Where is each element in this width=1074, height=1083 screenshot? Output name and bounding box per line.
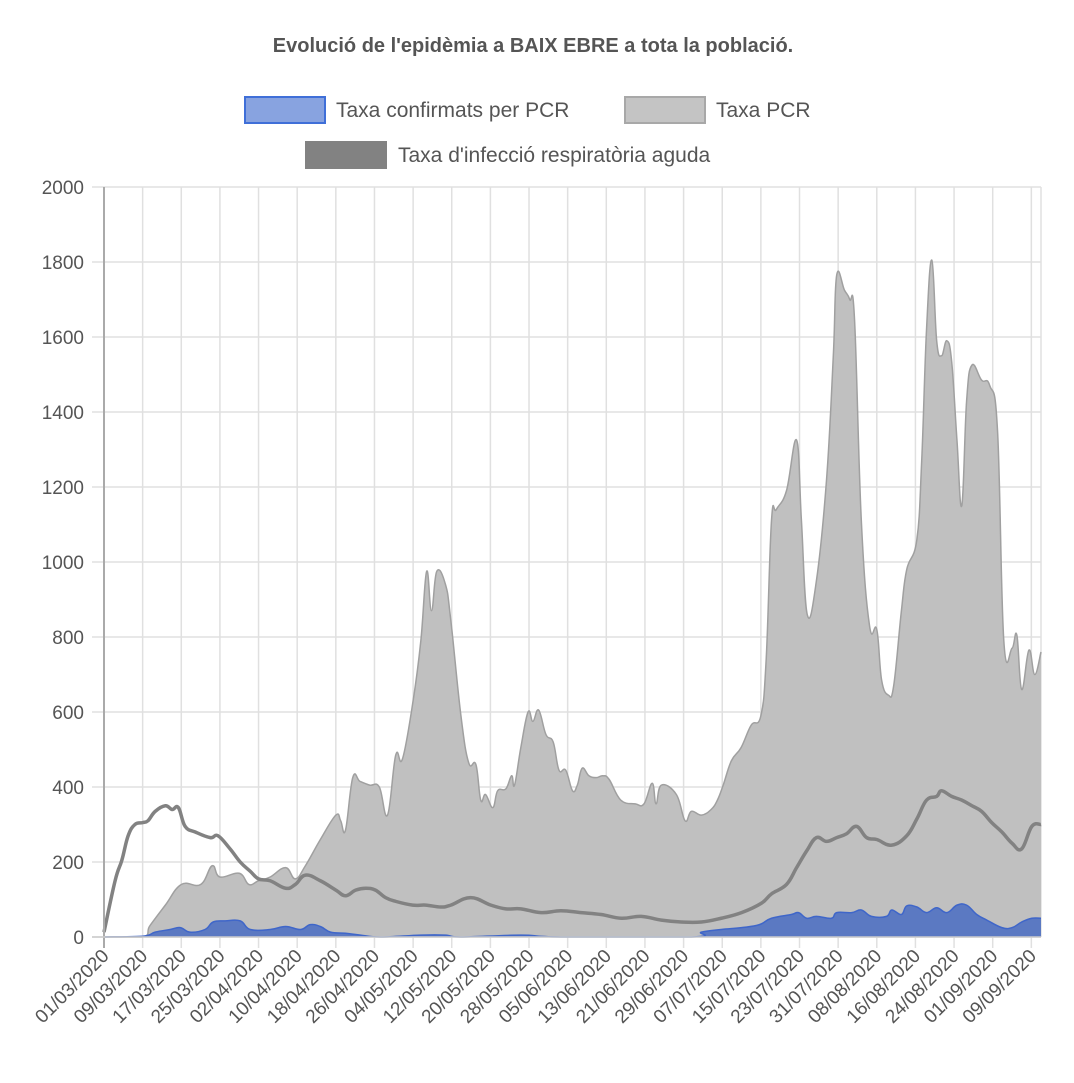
y-tick-label: 600: [52, 703, 84, 724]
y-tick-label: 1400: [42, 403, 84, 424]
series-line: [102, 789, 1042, 933]
y-tick-label: 0: [73, 928, 84, 949]
legend-swatch-pcr: [624, 96, 706, 124]
legend-label-pcr: Taxa PCR: [716, 99, 811, 122]
legend-item-respiratory[interactable]: Taxa d'infecció respiratòria aguda: [305, 141, 711, 169]
legend-item-pcr[interactable]: Taxa PCR: [624, 96, 811, 124]
series-pcr: [104, 259, 1042, 938]
legend-label-confirmed-pcr: Taxa confirmats per PCR: [336, 99, 569, 122]
y-tick-label: 800: [52, 628, 84, 649]
series-layer: [102, 259, 1042, 938]
y-tick-label: 1800: [42, 253, 84, 274]
y-tick-label: 1600: [42, 328, 84, 349]
y-tick-label: 200: [52, 853, 84, 874]
y-tick-label: 2000: [42, 178, 84, 199]
y-tick-label: 1000: [42, 553, 84, 574]
legend: Taxa confirmats per PCR Taxa PCR Taxa d'…: [244, 96, 811, 169]
y-tick-label: 1200: [42, 478, 84, 499]
series-respiratory: [102, 789, 1042, 933]
chart-title: Evolució de l'epidèmia a BAIX EBRE a tot…: [273, 35, 793, 57]
legend-label-respiratory: Taxa d'infecció respiratòria aguda: [398, 144, 711, 167]
legend-swatch-confirmed-pcr: [244, 96, 326, 124]
legend-swatch-respiratory: [305, 141, 387, 169]
legend-item-confirmed-pcr[interactable]: Taxa confirmats per PCR: [244, 96, 569, 124]
area-fill: [104, 903, 1041, 937]
area-line: [104, 259, 1042, 938]
series-confirmed-pcr: [103, 903, 1042, 938]
area-line: [103, 903, 1042, 938]
y-tick-label: 400: [52, 778, 84, 799]
area-fill: [104, 260, 1041, 937]
